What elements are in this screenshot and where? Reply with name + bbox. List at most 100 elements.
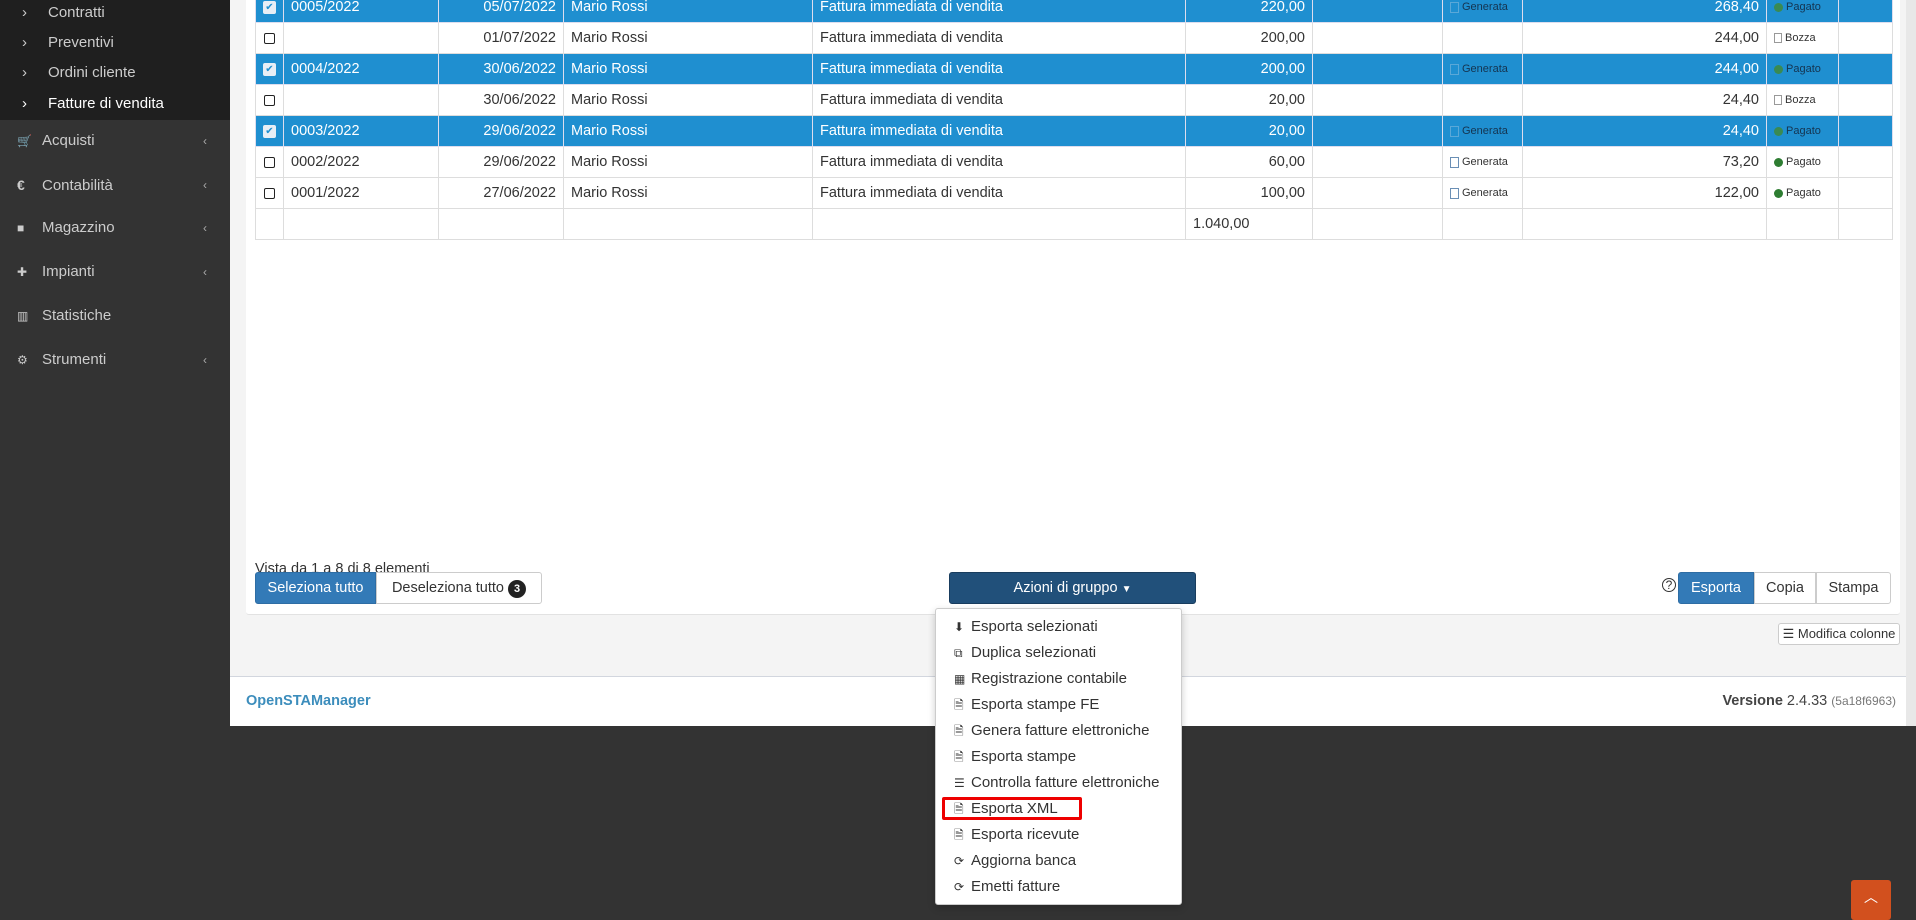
row-checkbox-cell[interactable]: ✔: [255, 0, 284, 23]
puzzle-icon: ✚: [17, 265, 28, 279]
menu-item-genera-fatture-elettroniche[interactable]: 🗎 Genera fatture elettroniche: [954, 720, 1149, 742]
menu-item-aggiorna-banca[interactable]: ⟳ Aggiorna banca: [954, 850, 1076, 872]
table-row[interactable]: ✔ 0003/2022 29/06/2022 Mario Rossi Fattura i…: [255, 115, 1893, 147]
menu-item-emetti-fatture[interactable]: ⟳ Emetti fatture: [954, 876, 1060, 898]
table-row[interactable]: ✔ 0005/2022 05/07/2022 Mario Rossi Fattura i…: [255, 0, 1893, 23]
menu-item-label: Esporta stampe: [971, 748, 1077, 765]
status-badge: Pagato: [1786, 156, 1821, 168]
sidebar-item-contratti[interactable]: › Contratti: [22, 3, 105, 23]
edit-columns-button[interactable]: ☰ Modifica colonne: [1778, 623, 1900, 645]
cell-cliente: Mario Rossi: [563, 177, 813, 209]
menu-item-controlla-fatture-elettroniche[interactable]: ☰ Controlla fatture elettroniche: [954, 772, 1159, 794]
sidebar-item-label: Statistiche: [42, 307, 112, 324]
sidebar-item-label: Strumenti: [42, 351, 107, 368]
cell-tipo: Fattura immediata di vendita: [812, 115, 1186, 147]
copy-button[interactable]: Copia: [1754, 572, 1816, 604]
cell-totale: 122,00: [1522, 177, 1767, 209]
export-button[interactable]: Esporta: [1678, 572, 1754, 604]
row-checkbox-cell[interactable]: [255, 177, 284, 209]
group-actions-label: Azioni di gruppo: [1013, 580, 1118, 596]
status-badge: Pagato: [1786, 1, 1821, 13]
sidebar-item-impianti[interactable]: ✚ Impianti ‹: [17, 262, 207, 282]
menu-item-esporta-ricevute[interactable]: 🗎 Esporta ricevute: [954, 824, 1079, 846]
row-checkbox-cell[interactable]: [255, 22, 284, 54]
cell-empty: [1838, 0, 1893, 23]
checkbox-checked[interactable]: ✔: [263, 124, 276, 138]
sidebar-item-label: Impianti: [42, 263, 95, 280]
table-row[interactable]: 0002/2022 29/06/2022 Mario Rossi Fattura im…: [255, 146, 1893, 178]
chevron-right-icon: ›: [22, 4, 27, 21]
cell-tipo: Fattura immediata di vendita: [812, 177, 1186, 209]
check-circle-icon: [1774, 126, 1783, 136]
cell-fe: Generata: [1442, 177, 1523, 209]
select-all-button[interactable]: Seleziona tutto: [255, 572, 376, 604]
help-icon[interactable]: ?: [1662, 578, 1676, 592]
cell-empty: [1312, 146, 1443, 178]
cart-icon: 🛒: [17, 134, 32, 148]
group-actions-button[interactable]: Azioni di gruppo ▼: [949, 572, 1196, 604]
sidebar-item-statistiche[interactable]: ▥ Statistiche: [17, 306, 207, 326]
cell-tipo: Fattura immediata di vendita: [812, 22, 1186, 54]
row-checkbox-cell[interactable]: ✔: [255, 115, 284, 147]
table-row[interactable]: 01/07/2022 Mario Rossi Fattura immediata d…: [255, 22, 1893, 54]
checkbox[interactable]: [264, 156, 275, 168]
check-circle-icon: [1774, 188, 1783, 198]
cell-numero: 0002/2022: [283, 146, 439, 178]
sidebar-item-magazzino[interactable]: ■ Magazzino ‹: [17, 218, 207, 238]
cell-empty: [1838, 84, 1893, 116]
cell-stato: Bozza: [1766, 84, 1839, 116]
cell-imponibile: 100,00: [1185, 177, 1313, 209]
brand-link[interactable]: OpenSTAManager: [246, 693, 371, 709]
page-scrollbar[interactable]: [1906, 0, 1916, 726]
chevron-left-icon: ‹: [203, 265, 207, 279]
sidebar-item-fatture-di-vendita[interactable]: › Fatture di vendita: [22, 94, 164, 114]
download-icon: ⬇: [954, 620, 965, 634]
menu-item-esporta-stampe-fe[interactable]: 🗎 Esporta stampe FE: [954, 694, 1099, 716]
print-button[interactable]: Stampa: [1816, 572, 1891, 604]
row-checkbox-cell[interactable]: [255, 146, 284, 178]
cell-cliente: Mario Rossi: [563, 115, 813, 147]
cell-imponibile: 20,00: [1185, 84, 1313, 116]
sidebar-item-strumenti[interactable]: ⚙ Strumenti ‹: [17, 350, 207, 370]
menu-item-label: Esporta XML: [971, 800, 1058, 817]
sidebar-item-label: Acquisti: [42, 132, 95, 149]
cell-empty: [1838, 115, 1893, 147]
cell-totale: 24,40: [1522, 115, 1767, 147]
checkbox[interactable]: [264, 94, 275, 106]
table-row[interactable]: 30/06/2022 Mario Rossi Fattura immediata d…: [255, 84, 1893, 116]
sidebar-item-acquisti[interactable]: 🛒 Acquisti ‹: [17, 131, 207, 151]
menu-item-esporta-selezionati[interactable]: ⬇ Esporta selezionati: [954, 616, 1098, 638]
menu-item-label: Emetti fatture: [971, 878, 1061, 895]
fe-status: Generata: [1462, 125, 1508, 137]
list-icon: ☰: [1782, 626, 1795, 641]
file-icon: [1774, 95, 1782, 106]
table-row[interactable]: ✔ 0004/2022 30/06/2022 Mario Rossi Fattura i…: [255, 53, 1893, 85]
sidebar-item-preventivi[interactable]: › Preventivi: [22, 33, 114, 53]
row-checkbox-cell[interactable]: [255, 84, 284, 116]
checkbox[interactable]: [264, 32, 275, 44]
menu-item-registrazione-contabile[interactable]: ▦ Registrazione contabile: [954, 668, 1127, 690]
sidebar-item-contabilita[interactable]: € Contabilità ‹: [17, 175, 207, 195]
status-badge: Bozza: [1785, 94, 1816, 106]
menu-item-esporta-stampe[interactable]: 🗎 Esporta stampe: [954, 746, 1076, 768]
check-circle-icon: [1774, 64, 1783, 74]
scroll-to-top-button[interactable]: ︿: [1851, 880, 1891, 920]
chevron-right-icon: ›: [22, 34, 27, 51]
checkbox[interactable]: [264, 187, 275, 199]
cell-numero: [283, 22, 439, 54]
checkbox-checked[interactable]: ✔: [263, 0, 276, 14]
file-code-icon: [1450, 63, 1459, 75]
group-actions-menu: ⬇ Esporta selezionati ⧉ Duplica selezionati…: [935, 608, 1182, 905]
invoices-box: ✔ 0005/2022 05/07/2022 Mario Rossi Fattura i…: [246, 0, 1900, 615]
menu-item-esporta-xml[interactable]: 🗎 Esporta XML: [954, 798, 1058, 820]
menu-item-duplica-selezionati[interactable]: ⧉ Duplica selezionati: [954, 642, 1096, 664]
sidebar-item-ordini-cliente[interactable]: › Ordini cliente: [22, 63, 136, 83]
calculator-icon: ▦: [954, 672, 966, 686]
row-checkbox-cell[interactable]: ✔: [255, 53, 284, 85]
fe-status: Generata: [1462, 63, 1508, 75]
deselect-all-button[interactable]: Deseleziona tutto 3: [376, 572, 542, 604]
table-row[interactable]: 0001/2022 27/06/2022 Mario Rossi Fattura im…: [255, 177, 1893, 209]
cell-imponibile: 200,00: [1185, 22, 1313, 54]
checkbox-checked[interactable]: ✔: [263, 62, 276, 76]
file-code-icon: [1450, 125, 1459, 137]
